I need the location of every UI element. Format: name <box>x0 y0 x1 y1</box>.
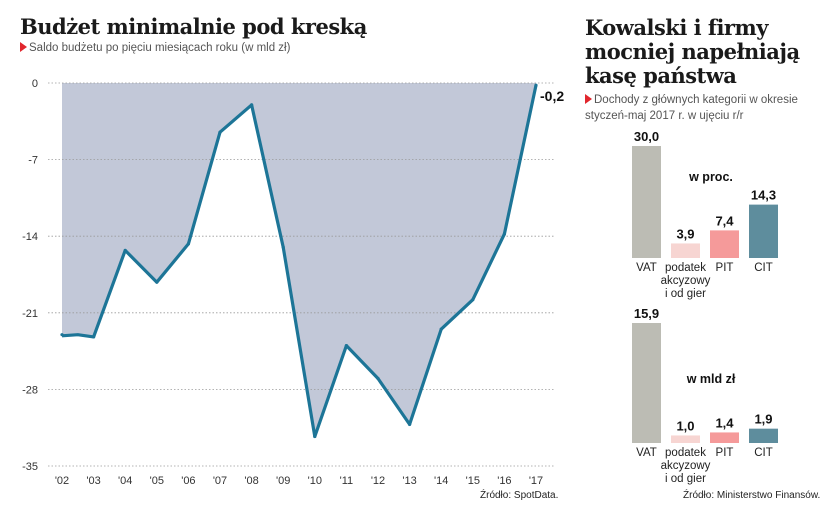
data-point <box>281 245 285 249</box>
billion-chart-category-label: PIT <box>716 447 734 459</box>
percent-chart-value-label: 14,3 <box>751 188 776 203</box>
percent-chart-category-label: akcyzowy <box>661 275 711 287</box>
x-tick-label: '02 <box>55 475 69 487</box>
x-tick-label: '11 <box>340 475 354 487</box>
percent-chart-category-label: CIT <box>754 262 773 274</box>
data-point <box>60 333 64 337</box>
percent-chart-value-label: 7,4 <box>715 213 734 228</box>
percent-chart-category-label: VAT <box>636 262 657 274</box>
y-tick-label: 0 <box>32 78 38 90</box>
billion-chart-category-label: i od gier <box>665 473 706 485</box>
billion-chart-bar <box>671 435 700 443</box>
data-point <box>123 248 127 253</box>
x-tick-label: '08 <box>244 475 258 487</box>
x-tick-label: '09 <box>276 475 290 487</box>
percent-chart-category-label: podatek <box>665 262 706 274</box>
billion-chart-value-label: 15,9 <box>634 306 659 321</box>
x-tick-label: '16 <box>497 475 511 487</box>
data-point <box>186 242 190 246</box>
data-point <box>376 376 380 381</box>
data-point <box>534 83 538 87</box>
x-tick-label: '17 <box>529 475 543 487</box>
x-tick-label: '03 <box>86 475 100 487</box>
y-tick-label: -35 <box>22 461 38 473</box>
data-point <box>408 422 412 427</box>
x-tick-label: '12 <box>371 475 385 487</box>
billion-chart-category-label: VAT <box>636 447 657 459</box>
data-point <box>313 434 317 439</box>
billion-chart-bar <box>749 428 778 443</box>
right-source-note: Źródło: Ministerstwo Finansów. <box>683 490 821 501</box>
data-point <box>471 298 475 302</box>
billion-chart-bar <box>710 432 739 443</box>
percent-chart-title: w proc. <box>688 170 733 184</box>
percent-chart-category-label: PIT <box>716 262 734 274</box>
data-point <box>92 335 96 339</box>
billion-chart-value-label: 1,4 <box>715 415 734 430</box>
right-subtitle-text: Dochody z głównych kategorii w okresie s… <box>585 94 798 122</box>
percent-chart-bar <box>710 230 739 258</box>
data-point <box>344 344 348 348</box>
right-chart-title: Kowalski i firmy mocniej napełniają kasę… <box>585 15 800 88</box>
x-tick-label: '15 <box>466 475 480 487</box>
data-point <box>439 327 443 331</box>
data-point <box>502 232 506 236</box>
billion-chart-title: w mld zł <box>686 372 736 386</box>
billion-chart-bar <box>632 323 661 443</box>
saldo-area <box>62 83 536 437</box>
x-tick-label: '07 <box>213 475 227 487</box>
left-chart-title: Budżet minimalnie pod kreską <box>20 14 367 39</box>
x-tick-label: '14 <box>434 475 448 487</box>
billion-chart-value-label: 1,9 <box>754 412 772 427</box>
x-tick-label: '10 <box>308 475 322 487</box>
x-tick-label: '04 <box>118 475 132 487</box>
left-source-note: Źródło: SpotData. <box>480 490 559 501</box>
billion-chart-category-label: CIT <box>754 447 773 459</box>
red-triangle-icon <box>20 42 27 52</box>
data-point <box>250 103 254 107</box>
data-point <box>218 130 222 134</box>
red-triangle-icon <box>585 94 592 104</box>
billion-chart-category-label: akcyzowy <box>661 460 711 472</box>
percent-chart-bar <box>632 146 661 258</box>
percent-chart-bar <box>749 204 778 258</box>
x-tick-label: '13 <box>402 475 416 487</box>
billion-chart-value-label: 1,0 <box>676 418 694 433</box>
data-point <box>155 280 159 284</box>
end-value-label: -0,2 <box>540 88 564 104</box>
x-tick-label: '05 <box>150 475 164 487</box>
billion-chart-category-label: podatek <box>665 447 706 459</box>
left-subtitle-text: Saldo budżetu po pięciu miesiącach roku … <box>29 42 291 54</box>
left-chart-subtitle: Saldo budżetu po pięciu miesiącach roku … <box>20 40 290 56</box>
y-tick-label: -7 <box>28 155 38 167</box>
percent-chart-value-label: 30,0 <box>634 129 659 144</box>
x-tick-label: '06 <box>181 475 195 487</box>
percent-chart-bar <box>671 243 700 258</box>
right-chart-subtitle: Dochody z głównych kategorii w okresie s… <box>585 92 825 124</box>
y-tick-label: -14 <box>22 231 38 243</box>
percent-chart-value-label: 3,9 <box>676 226 694 241</box>
y-tick-label: -21 <box>22 308 38 320</box>
y-tick-label: -28 <box>22 384 38 396</box>
percent-chart-category-label: i od gier <box>665 288 706 300</box>
